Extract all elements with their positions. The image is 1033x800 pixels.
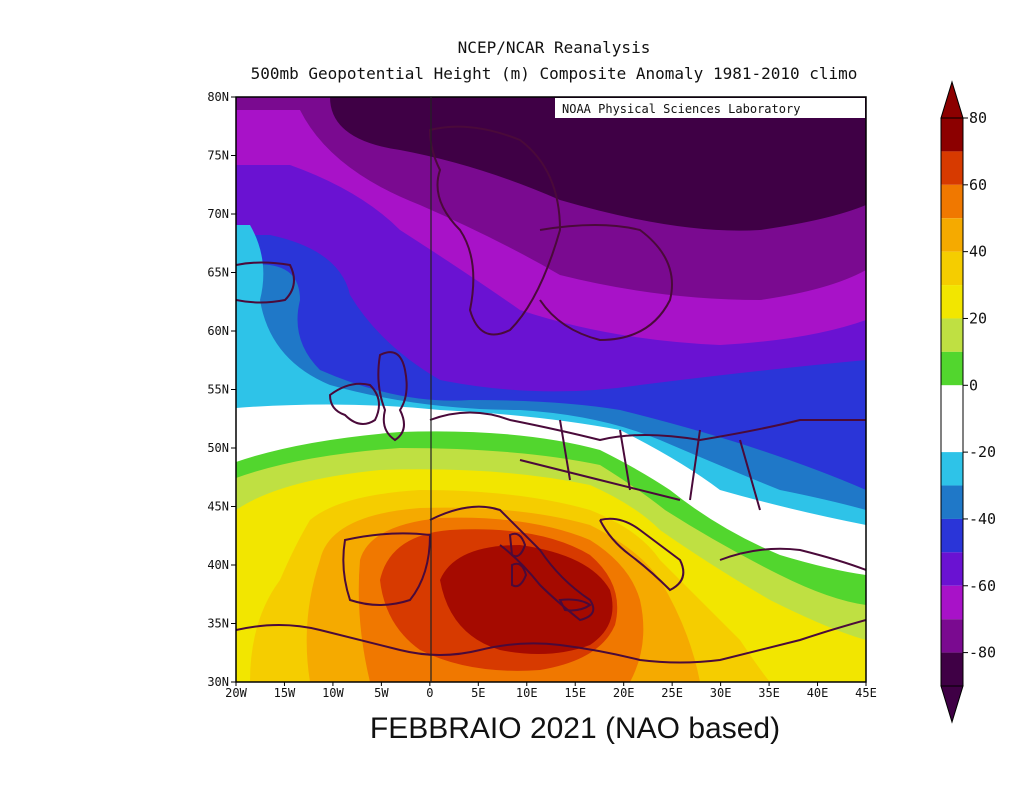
caption: FEBBRAIO 2021 (NAO based) bbox=[369, 712, 781, 745]
lat-label: 60N bbox=[207, 324, 229, 338]
colorbar-label: 40 bbox=[969, 243, 987, 261]
lon-labels: 20W 15W 10W 5W 0 5E 10E 15E 20E 25E 30E 35E 40E 45E bbox=[225, 686, 877, 700]
colorbar-top-arrow bbox=[940, 80, 964, 119]
lat-label: 70N bbox=[207, 207, 229, 221]
colorbar-cell bbox=[941, 518, 963, 553]
lon-label: 15W bbox=[274, 686, 296, 700]
axis-ticks bbox=[231, 96, 867, 686]
lon-label: 40E bbox=[807, 686, 829, 700]
coastlines bbox=[236, 125, 866, 664]
lon-label: 5E bbox=[471, 686, 485, 700]
colorbar-cell bbox=[941, 351, 963, 386]
lon-label: 45E bbox=[855, 686, 877, 700]
colorbar-label: 60 bbox=[969, 176, 987, 194]
colorbar-cell bbox=[941, 452, 963, 486]
colorbar-cell bbox=[941, 218, 963, 252]
colorbar-label: -60 bbox=[969, 577, 996, 595]
lat-labels: 80N 75N 70N 65N 60N 55N 50N 45N 40N 35N 30N bbox=[207, 90, 229, 689]
band-pos80 bbox=[440, 545, 613, 654]
lat-label: 30N bbox=[207, 675, 229, 689]
lon-label: 25E bbox=[661, 686, 683, 700]
chart-title: NCEP/NCAR Reanalysis bbox=[457, 38, 651, 57]
colorbar-cell bbox=[941, 485, 963, 519]
lat-label: 65N bbox=[207, 266, 229, 280]
colorbar-label: 0 bbox=[969, 376, 978, 394]
colorbar-label: 80 bbox=[969, 109, 987, 127]
colorbar-cell bbox=[941, 184, 963, 219]
colorbar-bottom-arrow bbox=[940, 685, 964, 724]
colorbar-cell bbox=[941, 552, 963, 586]
colorbar-cell bbox=[941, 285, 963, 319]
lon-label: 15E bbox=[564, 686, 586, 700]
colorbar-label: 20 bbox=[969, 309, 987, 327]
colorbar-cell bbox=[941, 385, 963, 419]
colorbar-cell bbox=[941, 151, 963, 185]
lat-label: 45N bbox=[207, 500, 229, 514]
chart-subtitle: 500mb Geopotential Height (m) Composite … bbox=[250, 64, 858, 83]
anomaly-fill bbox=[236, 97, 866, 682]
colorbar-cell bbox=[941, 652, 963, 686]
colorbar-label: -80 bbox=[969, 644, 996, 662]
lat-label: 80N bbox=[207, 90, 229, 104]
lat-label: 35N bbox=[207, 617, 229, 631]
colorbar-cell bbox=[941, 619, 963, 653]
lon-label: 5W bbox=[374, 686, 389, 700]
colorbar-label: -40 bbox=[969, 510, 996, 528]
credit-box bbox=[555, 98, 865, 118]
lon-label: 35E bbox=[758, 686, 780, 700]
lat-label: 40N bbox=[207, 558, 229, 572]
colorbar-cell bbox=[941, 118, 963, 152]
colorbar-labels: 80 60 40 20 0 -20 -40 -60 -80 bbox=[963, 109, 996, 662]
lon-label: 0 bbox=[426, 686, 433, 700]
lat-label: 75N bbox=[207, 149, 229, 163]
credit-text: NOAA Physical Sciences Laboratory bbox=[562, 102, 800, 116]
lon-label: 30E bbox=[710, 686, 732, 700]
colorbar-cell bbox=[941, 418, 963, 453]
colorbar-label: -20 bbox=[969, 443, 996, 461]
lat-label: 50N bbox=[207, 441, 229, 455]
lon-label: 10E bbox=[516, 686, 538, 700]
lon-label: 20E bbox=[613, 686, 635, 700]
colorbar-cell bbox=[941, 585, 963, 620]
colorbar-cell bbox=[941, 318, 963, 352]
colorbar-cells bbox=[940, 80, 964, 724]
lon-label: 10W bbox=[322, 686, 344, 700]
colorbar-cell bbox=[941, 251, 963, 286]
lon-label: 20W bbox=[225, 686, 247, 700]
lat-label: 55N bbox=[207, 383, 229, 397]
